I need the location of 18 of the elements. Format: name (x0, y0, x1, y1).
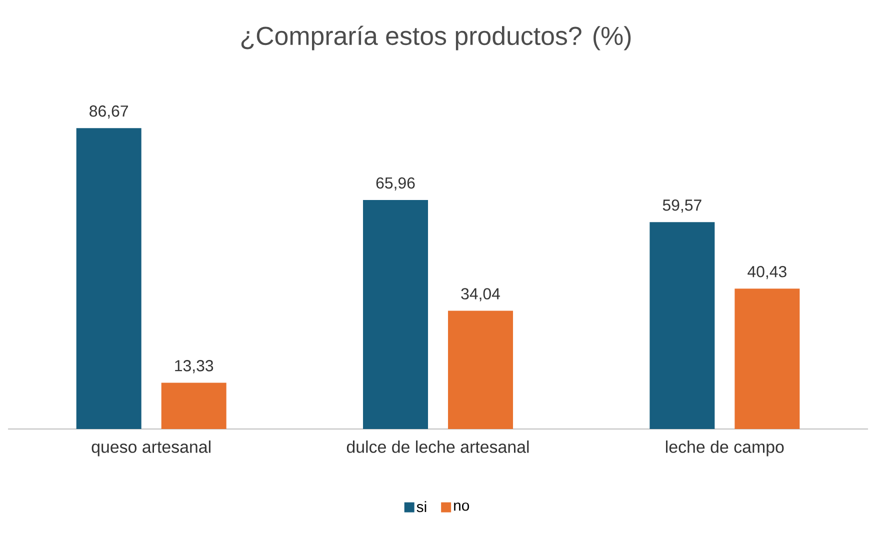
bar (448, 310, 514, 429)
bar (161, 382, 226, 429)
data-label: 59,57 (662, 200, 702, 213)
chart-title: ¿Compraría estos productos? (%) (241, 26, 631, 50)
legend-label: no (454, 502, 470, 511)
bar (734, 288, 800, 429)
x-tick-label: queso artesanal (92, 440, 210, 456)
legend-label: si (416, 501, 426, 512)
data-label: 13,33 (175, 360, 214, 374)
data-label: 65,96 (376, 177, 415, 190)
data-label: 34,04 (461, 288, 500, 302)
x-tick-label: leche de campo (666, 440, 784, 456)
bar (76, 128, 142, 429)
bar (650, 222, 715, 429)
x-tick-label: dulce de leche artesanal (346, 440, 529, 453)
data-label: 86,67 (90, 105, 128, 119)
data-label: 40,43 (748, 266, 786, 280)
bar (363, 200, 428, 429)
